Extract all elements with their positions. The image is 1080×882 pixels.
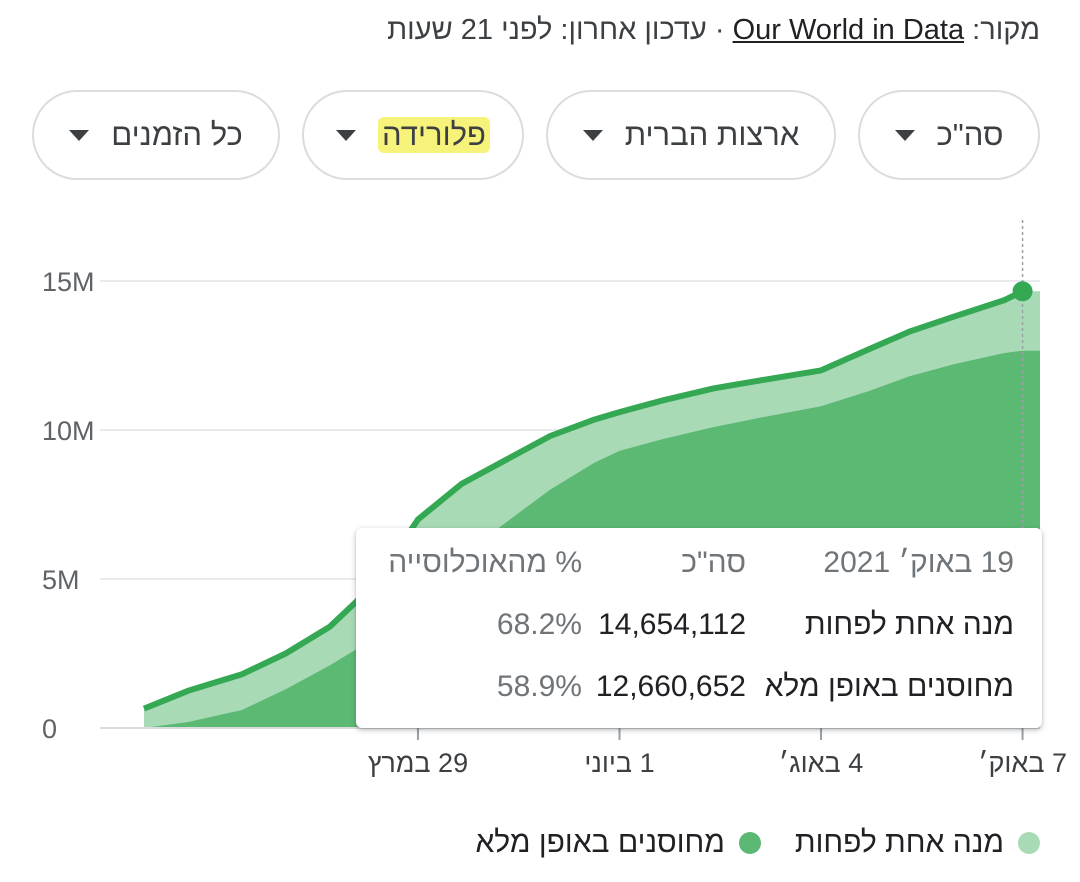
y-tick-label: 15M bbox=[42, 267, 95, 297]
tooltip-date: 19 באוק׳ 2021 bbox=[823, 546, 1014, 579]
tooltip-col-total: סה"כ bbox=[681, 546, 746, 579]
filter-timerange-chip[interactable]: כל הזמנים bbox=[32, 90, 280, 180]
dropdown-arrow-icon bbox=[69, 129, 90, 141]
source-line: מקור: Our World in Data · עדכון אחרון: ל… bbox=[40, 14, 1040, 47]
dropdown-arrow-icon bbox=[582, 129, 603, 141]
hover-point bbox=[1012, 281, 1033, 302]
x-tick-label: 7 באוק׳ bbox=[978, 748, 1067, 778]
y-tick-label: 10M bbox=[42, 416, 95, 446]
tooltip-row-pct: 58.9% bbox=[496, 670, 582, 703]
tooltip-row-pct: 68.2% bbox=[496, 608, 582, 641]
tooltip-row-total: 14,654,112 bbox=[598, 608, 746, 641]
filter-chips: סה"כ ארצות הברית פלורידה כל הזמנים bbox=[32, 90, 1040, 184]
filter-region-chip[interactable]: פלורידה bbox=[302, 90, 524, 180]
x-tick-label: 29 במרץ bbox=[368, 748, 468, 778]
tooltip-row-total: 12,660,652 bbox=[595, 670, 746, 703]
tooltip-row: מחוסנים באופן מלא 12,660,652 58.9% bbox=[356, 670, 1042, 710]
y-tick-label: 5M bbox=[42, 565, 80, 595]
y-tick-label: 0 bbox=[42, 714, 57, 744]
tooltip-col-pct: % מהאוכלוסייה bbox=[388, 546, 582, 579]
filter-timerange-label: כל הזמנים bbox=[111, 117, 243, 152]
chart-tooltip: 19 באוק׳ 2021 סה"כ % מהאוכלוסייה מנה אחת… bbox=[356, 528, 1042, 728]
legend-label: מנה אחת לפחות bbox=[794, 826, 1004, 859]
filter-metric-label: סה"כ bbox=[936, 117, 1004, 152]
filter-metric-chip[interactable]: סה"כ bbox=[858, 90, 1040, 180]
source-prefix: מקור: bbox=[972, 14, 1040, 46]
tooltip-header: 19 באוק׳ 2021 סה"כ % מהאוכלוסייה bbox=[356, 546, 1042, 586]
tooltip-row: מנה אחת לפחות 14,654,112 68.2% bbox=[356, 608, 1042, 648]
last-updated: עדכון אחרון: לפני 21 שעות bbox=[387, 14, 707, 46]
dropdown-arrow-icon bbox=[336, 129, 357, 141]
legend-dot-icon bbox=[1018, 832, 1040, 854]
filter-region-label: פלורידה bbox=[378, 117, 490, 153]
tooltip-row-label: מחוסנים באופן מלא bbox=[764, 670, 1014, 703]
tooltip-row-label: מנה אחת לפחות bbox=[804, 608, 1014, 641]
legend-item[interactable]: מנה אחת לפחות bbox=[795, 826, 1040, 860]
series-line-at-least-one bbox=[142, 288, 1024, 712]
chart-legend: מנה אחת לפחות מחוסנים באופן מלא bbox=[441, 826, 1040, 860]
filter-country-label: ארצות הברית bbox=[624, 117, 800, 152]
x-tick-label: 4 באוג׳ bbox=[779, 748, 863, 778]
legend-dot-icon bbox=[738, 832, 761, 854]
source-separator: · bbox=[714, 14, 725, 46]
legend-label: מחוסנים באופן מלא bbox=[475, 826, 725, 859]
dropdown-arrow-icon bbox=[894, 129, 915, 141]
source-link[interactable]: Our World in Data bbox=[732, 14, 965, 46]
legend-item[interactable]: מחוסנים באופן מלא bbox=[475, 826, 761, 860]
x-tick-label: 1 ביוני bbox=[584, 748, 654, 778]
filter-country-chip[interactable]: ארצות הברית bbox=[546, 90, 836, 180]
